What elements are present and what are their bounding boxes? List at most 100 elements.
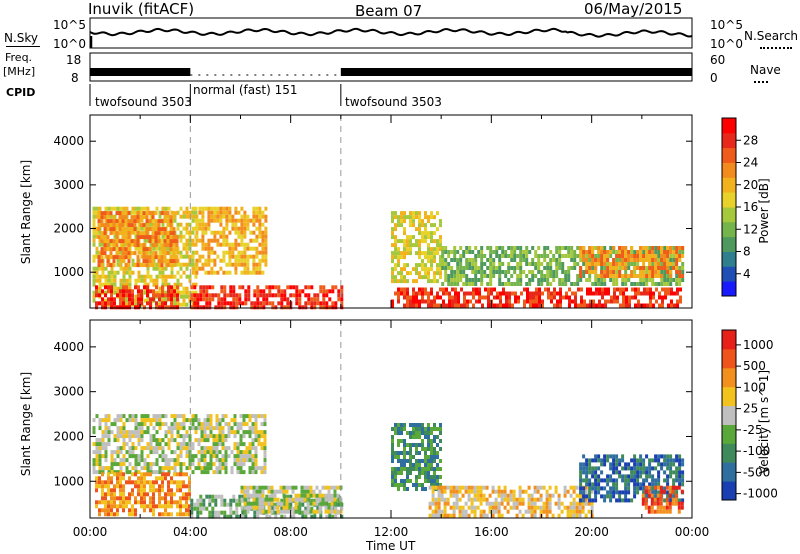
data-cell <box>409 251 412 256</box>
data-cell <box>231 262 235 267</box>
data-cell <box>571 299 574 304</box>
data-cell <box>112 227 116 232</box>
data-cell <box>645 494 649 499</box>
data-cell <box>650 501 654 506</box>
data-cell <box>525 262 529 266</box>
data-cell <box>624 486 628 491</box>
data-cell <box>98 454 102 459</box>
data-cell <box>400 287 403 292</box>
data-cell <box>161 293 164 298</box>
data-cell <box>461 513 465 518</box>
data-cell <box>433 483 436 487</box>
data-cell <box>560 501 564 506</box>
data-cell <box>199 289 203 294</box>
data-cell <box>594 458 598 463</box>
data-cell <box>274 285 278 290</box>
data-cell <box>146 442 150 447</box>
data-cell <box>591 282 595 286</box>
data-cell <box>264 258 268 263</box>
data-cell <box>622 303 625 308</box>
data-cell <box>415 279 418 284</box>
data-cell <box>525 274 529 278</box>
data-cell <box>241 494 245 499</box>
data-cell <box>191 254 195 259</box>
data-cell <box>590 489 594 494</box>
data-cell <box>155 262 159 267</box>
data-cell <box>95 458 99 463</box>
data-cell <box>669 462 673 467</box>
data-cell <box>185 290 189 295</box>
data-cell <box>439 423 442 427</box>
data-cell <box>179 462 183 467</box>
data-cell <box>660 258 664 262</box>
data-cell <box>148 263 152 268</box>
data-cell <box>433 451 436 455</box>
data-cell <box>176 462 180 467</box>
data-cell <box>570 246 574 250</box>
data-cell <box>128 500 131 505</box>
data-cell <box>167 484 170 489</box>
data-cell <box>415 443 418 447</box>
data-cell <box>585 466 589 471</box>
data-cell <box>146 504 149 509</box>
data-cell <box>303 509 307 514</box>
data-cell <box>252 266 256 271</box>
data-cell <box>170 289 173 294</box>
data-cell <box>263 434 267 439</box>
data-cell <box>651 278 655 282</box>
data-cell <box>232 297 236 302</box>
data-cell <box>101 430 105 435</box>
data-cell <box>482 485 486 490</box>
data-cell <box>303 497 307 502</box>
data-cell <box>510 282 514 286</box>
data-cell <box>182 426 186 431</box>
data-cell <box>201 230 205 235</box>
data-cell <box>219 222 223 227</box>
data-cell <box>92 462 96 467</box>
data-cell <box>470 501 474 506</box>
data-cell <box>204 242 208 247</box>
data-cell <box>537 258 541 262</box>
data-cell <box>280 506 284 511</box>
data-cell <box>134 298 138 303</box>
data-cell <box>315 485 319 490</box>
data-cell <box>612 274 616 278</box>
data-cell <box>297 493 301 498</box>
data-cell <box>110 297 113 302</box>
data-cell <box>213 234 217 239</box>
data-cell <box>294 485 298 490</box>
data-cell <box>645 454 649 459</box>
data-cell <box>403 467 406 471</box>
data-cell <box>600 250 604 254</box>
data-cell <box>307 293 311 298</box>
data-cell <box>216 254 220 259</box>
data-cell <box>146 426 150 431</box>
data-cell <box>518 485 522 490</box>
data-cell <box>460 303 463 308</box>
data-cell <box>227 430 231 435</box>
data-cell <box>648 278 652 282</box>
data-cell <box>155 470 159 475</box>
data-cell <box>134 246 138 251</box>
data-cell <box>330 509 334 514</box>
data-cell <box>642 478 646 483</box>
data-cell <box>125 458 129 463</box>
data-cell <box>248 446 252 451</box>
data-cell <box>646 291 649 296</box>
data-cell <box>173 289 176 294</box>
data-cell <box>196 502 200 507</box>
data-cell <box>456 282 460 286</box>
data-cell <box>146 446 150 451</box>
data-cell <box>582 262 586 266</box>
data-cell <box>262 297 266 302</box>
data-cell <box>547 291 550 296</box>
data-cell <box>207 238 211 243</box>
data-cell <box>98 442 102 447</box>
data-cell <box>110 282 114 287</box>
data-cell <box>127 243 131 248</box>
data-cell <box>678 258 682 262</box>
data-cell <box>613 291 616 296</box>
data-cell <box>669 274 673 278</box>
data-cell <box>243 234 247 239</box>
data-cell <box>600 258 604 262</box>
